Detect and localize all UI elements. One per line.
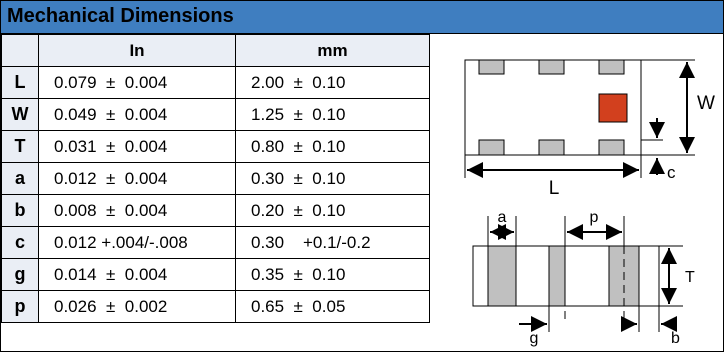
table-header-row: In mm [1, 34, 430, 67]
table-row: W 0.049 ± 0.004 1.25 ± 0.10 [1, 98, 430, 131]
t-label: T [685, 269, 695, 286]
value-in: 0.026 ± 0.002 [38, 290, 236, 323]
in-header: In [38, 34, 236, 67]
value-mm: 0.30 +0.1/-0.2 [235, 226, 430, 259]
value-in-text: 0.014 ± 0.004 [54, 264, 168, 284]
side-pad [548, 245, 566, 307]
value-mm: 0.65 ± 0.05 [235, 290, 430, 323]
value-in-text: 0.008 ± 0.004 [54, 200, 168, 220]
pad [598, 59, 625, 75]
orientation-marker [598, 93, 628, 123]
side-pad [487, 245, 517, 307]
value-mm-text: 0.30 ± 0.10 [251, 168, 346, 188]
value-in: 0.008 ± 0.004 [38, 194, 236, 227]
symbol-header [1, 34, 39, 67]
a-label: a [498, 209, 507, 226]
value-in-text: 0.049 ± 0.004 [54, 104, 168, 124]
value-mm: 0.35 ± 0.10 [235, 258, 430, 291]
value-in-text: 0.026 ± 0.002 [54, 296, 168, 316]
pad [538, 59, 565, 75]
title-bar: Mechanical Dimensions [1, 1, 723, 34]
top-pads [478, 59, 625, 156]
value-mm-text: 1.25 ± 0.10 [251, 104, 346, 124]
p-label: p [590, 209, 599, 226]
value-mm: 0.80 ± 0.10 [235, 130, 430, 163]
value-mm: 0.20 ± 0.10 [235, 194, 430, 227]
value-mm: 1.25 ± 0.10 [235, 98, 430, 131]
g-label: g [530, 330, 539, 347]
top-view: W c L [464, 59, 715, 199]
pad [478, 139, 505, 156]
dimension-symbol: W [1, 98, 39, 131]
table-row: g 0.014 ± 0.004 0.35 ± 0.10 [1, 258, 430, 291]
l-label: L [549, 178, 560, 199]
table-row: T 0.031 ± 0.004 0.80 ± 0.10 [1, 130, 430, 163]
dimension-symbol: L [1, 66, 39, 99]
value-in: 0.012 ± 0.004 [38, 162, 236, 195]
dimension-symbol: p [1, 290, 39, 323]
dimension-symbol: c [1, 226, 39, 259]
value-mm-text: 0.30 +0.1/-0.2 [251, 232, 371, 252]
value-in: 0.049 ± 0.004 [38, 98, 236, 131]
value-mm-text: 0.80 ± 0.10 [251, 136, 346, 156]
dimensions-table: In mm L 0.079 ± 0.004 2.00 ± 0.10 W 0.049 ± … [1, 34, 430, 323]
table-row: L 0.079 ± 0.004 2.00 ± 0.10 [1, 66, 430, 99]
value-in-text: 0.031 ± 0.004 [54, 136, 168, 156]
dimension-symbol: g [1, 258, 39, 291]
value-in: 0.079 ± 0.004 [38, 66, 236, 99]
pad [538, 139, 565, 156]
value-mm: 2.00 ± 0.10 [235, 66, 430, 99]
value-mm: 0.30 ± 0.10 [235, 162, 430, 195]
value-mm-text: 0.20 ± 0.10 [251, 200, 346, 220]
dimension-symbol: b [1, 194, 39, 227]
dimension-diagram: W c L a [464, 59, 715, 347]
b-label: b [671, 330, 680, 347]
table-row: c 0.012 +.004/-.008 0.30 +0.1/-0.2 [1, 226, 430, 259]
table-row: p 0.026 ± 0.002 0.65 ± 0.05 [1, 290, 430, 323]
value-in-text: 0.079 ± 0.004 [54, 72, 168, 92]
w-label: W [697, 93, 715, 114]
panel-title: Mechanical Dimensions [7, 5, 234, 27]
pad [598, 139, 625, 156]
c-label: c [667, 163, 676, 182]
value-in: 0.012 +.004/-.008 [38, 226, 236, 259]
side-view: a p T g b [472, 209, 695, 347]
value-in-text: 0.012 +.004/-.008 [54, 232, 188, 252]
pad [478, 59, 505, 75]
value-in: 0.031 ± 0.004 [38, 130, 236, 163]
dimension-symbol: a [1, 162, 39, 195]
value-in-text: 0.012 ± 0.004 [54, 168, 168, 188]
value-mm-text: 0.65 ± 0.05 [251, 296, 346, 316]
table-row: b 0.008 ± 0.004 0.20 ± 0.10 [1, 194, 430, 227]
value-mm-text: 2.00 ± 0.10 [251, 72, 346, 92]
value-mm-text: 0.35 ± 0.10 [251, 264, 346, 284]
dimension-symbol: T [1, 130, 39, 163]
value-in: 0.014 ± 0.004 [38, 258, 236, 291]
mm-header: mm [235, 34, 430, 67]
table-row: a 0.012 ± 0.004 0.30 ± 0.10 [1, 162, 430, 195]
